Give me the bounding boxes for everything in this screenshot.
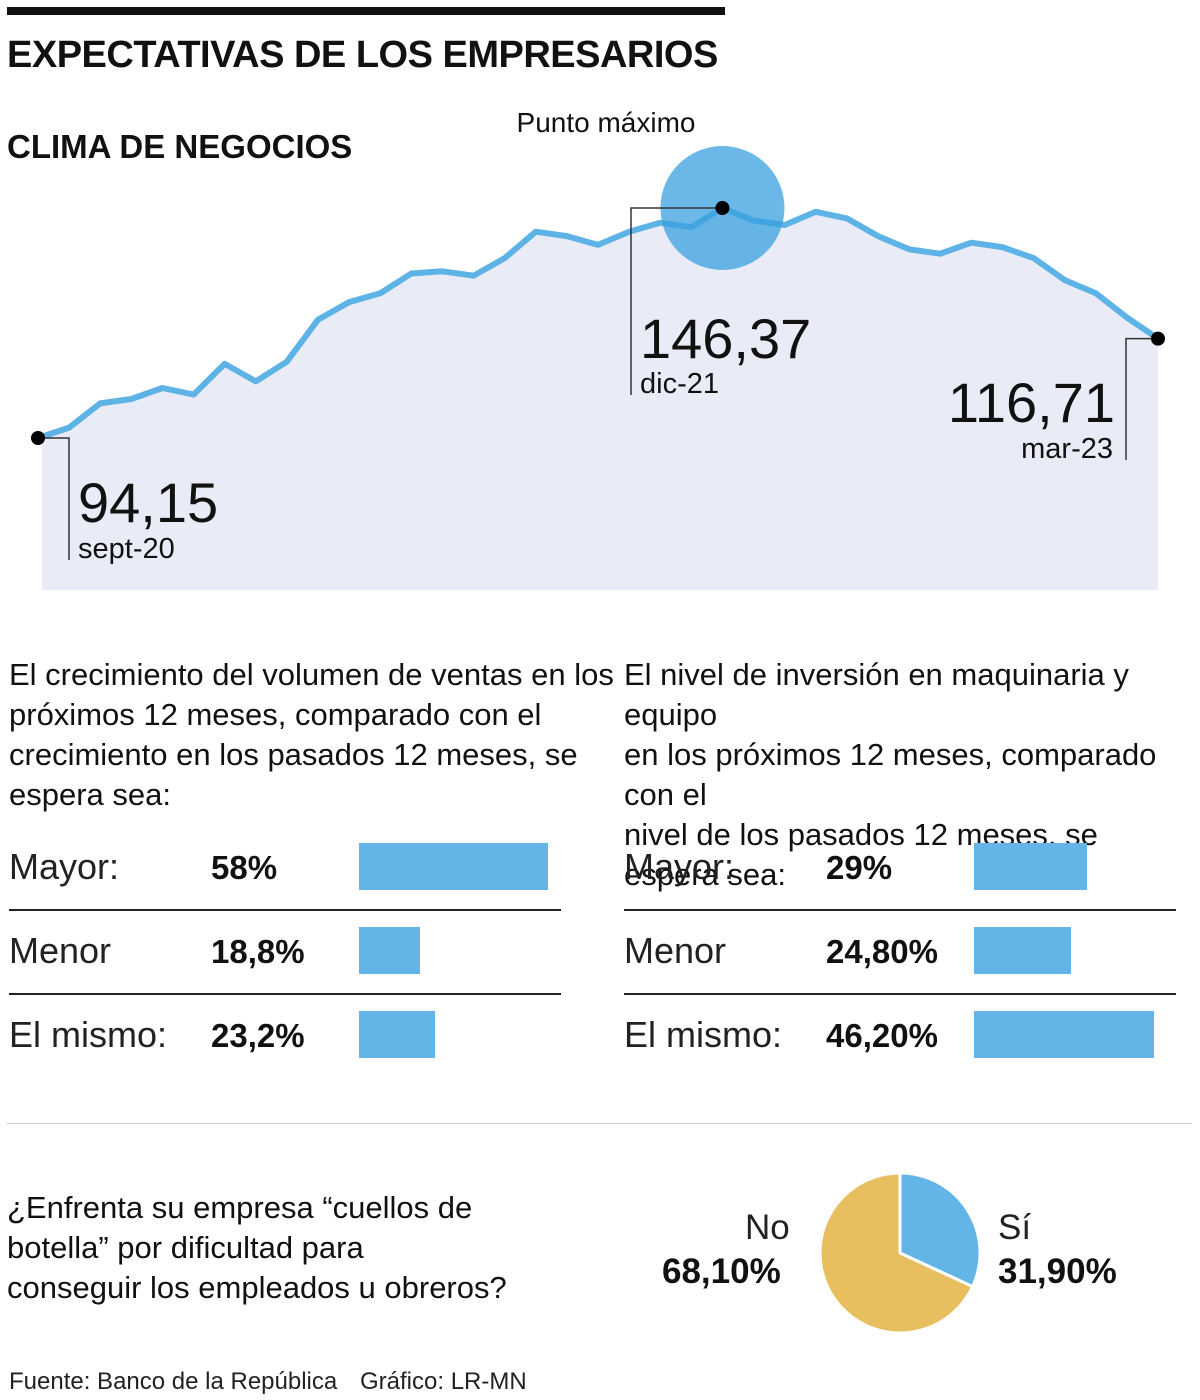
bar-row: Mayor: 58% — [9, 830, 561, 914]
bar-value-label: 23,2% — [211, 1017, 305, 1054]
chart-subtitle: CLIMA DE NEGOCIOS — [7, 128, 353, 165]
row-divider — [624, 909, 1176, 911]
row-divider — [9, 993, 561, 995]
start-date-label: sept-20 — [78, 533, 175, 565]
peak-value-label: 146,37 — [640, 307, 811, 370]
end-point — [1151, 331, 1165, 346]
bar-value-label: 29% — [826, 849, 893, 886]
bar-category-label: El mismo: — [9, 1014, 168, 1055]
pie-value-yes: 31,90% — [998, 1252, 1117, 1291]
bar-row: El mismo: 46,20% — [624, 998, 1176, 1082]
bar-row: Menor 24,80% — [624, 914, 1176, 998]
title-rule — [7, 7, 725, 15]
pie-label-yes: Sí — [998, 1208, 1032, 1247]
row-divider — [9, 909, 561, 911]
end-value-label: 116,71 — [948, 371, 1115, 434]
start-leader — [38, 437, 70, 560]
row-divider — [624, 993, 1176, 995]
bar — [359, 843, 548, 890]
bar — [359, 1011, 435, 1058]
end-leader — [1125, 337, 1158, 460]
pie-slice-no — [818, 1171, 975, 1335]
bar-category-label: Mayor: — [9, 846, 120, 887]
bar-row: El mismo: 23,2% — [9, 998, 561, 1082]
bar-value-label: 46,20% — [826, 1017, 938, 1054]
bar-row: Menor 18,8% — [9, 914, 561, 998]
bar-category-label: Menor — [624, 930, 727, 971]
bar-row: Mayor: 29% — [624, 830, 1176, 914]
end-date-label: mar-23 — [1021, 433, 1113, 465]
question-investment: El nivel de inversión en maquinaria y eq… — [624, 657, 1157, 892]
bar-category-label: Menor — [9, 930, 112, 971]
bar — [359, 927, 421, 974]
credit-note: Gráfico: LR-MN — [360, 1368, 527, 1395]
series-line — [35, 205, 1161, 441]
bar-category-label: El mismo: — [624, 1014, 783, 1055]
bar-value-label: 58% — [211, 849, 278, 886]
question-sales: El crecimiento del volumen de ventas en … — [9, 657, 614, 812]
bar-value-label: 18,8% — [211, 933, 305, 970]
bar — [974, 927, 1071, 974]
section-divider — [7, 1123, 1192, 1124]
peak-date-label: dic-21 — [640, 368, 719, 400]
question-bottlenecks: ¿Enfrenta su empresa “cuellos de botella… — [7, 1190, 507, 1305]
peak-title-label: Punto máximo — [517, 107, 696, 138]
bar — [974, 1011, 1154, 1058]
bar — [974, 843, 1087, 890]
pie-value-no: 68,10% — [662, 1252, 781, 1291]
peak-leader — [630, 207, 723, 395]
area-fill — [38, 208, 1158, 590]
bar-category-label: Mayor: — [624, 846, 735, 887]
start-value-label: 94,15 — [78, 471, 218, 534]
bar-value-label: 24,80% — [826, 933, 938, 970]
start-point — [31, 431, 45, 445]
pie-slice-yes — [898, 1171, 982, 1289]
source-note: Fuente: Banco de la República — [9, 1368, 338, 1395]
bottleneck-pie-chart — [818, 1171, 982, 1335]
peak-point — [715, 201, 730, 215]
page-title: EXPECTATIVAS DE LOS EMPRESARIOS — [7, 34, 718, 76]
pie-label-no: No — [745, 1208, 790, 1247]
